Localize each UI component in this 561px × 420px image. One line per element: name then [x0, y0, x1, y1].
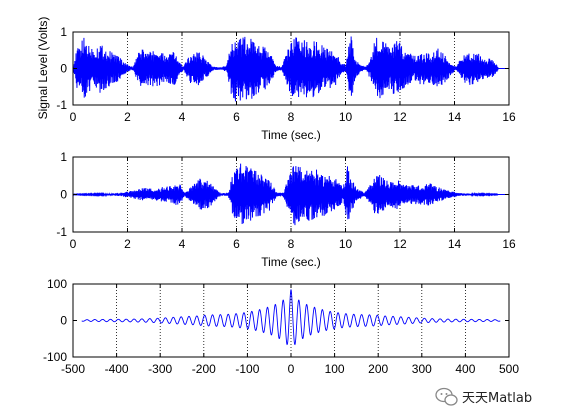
x-tick-label: -100: [235, 362, 259, 376]
x-tick-labels: -500 -400 -300 -200 -100 0 100 200 300 400 500: [61, 284, 519, 376]
x-tick-label: 400: [455, 362, 475, 376]
x-tick-label: 14: [448, 237, 462, 251]
signal-trace: [72, 163, 509, 226]
watermark-text: 天天Matlab: [462, 391, 532, 406]
y-tick-labels: -1 0 1: [56, 25, 509, 112]
autocorrelation-line: [81, 289, 501, 346]
y-axis-label: Signal Level (Volts): [36, 17, 50, 120]
y-tick-labels: -1 0 1: [56, 150, 509, 239]
x-tick-label: 0: [70, 110, 77, 124]
x-tick-label: 8: [288, 237, 295, 251]
x-tick-label: 0: [288, 362, 295, 376]
watermark: 天天Matlab: [435, 387, 532, 406]
y-tick-label: 100: [47, 277, 67, 291]
x-tick-label: 12: [393, 237, 407, 251]
waveform-line: [72, 163, 499, 226]
x-tick-label: 14: [448, 110, 462, 124]
signal-trace: [72, 36, 509, 102]
x-tick-label: 12: [393, 110, 407, 124]
x-tick-label: 10: [339, 237, 353, 251]
x-tick-label: 6: [233, 237, 240, 251]
x-tick-label: -400: [105, 362, 129, 376]
y-tick-label: 0: [60, 314, 67, 328]
signal-trace: [81, 289, 501, 346]
x-tick-label: 100: [325, 362, 345, 376]
wechat-icon: [435, 387, 458, 406]
x-axis-label: Time (sec.): [261, 128, 321, 142]
x-tick-label: 8: [288, 110, 295, 124]
x-tick-label: -300: [148, 362, 172, 376]
y-tick-label: -100: [43, 350, 67, 364]
x-tick-label: 10: [339, 110, 353, 124]
x-tick-label: 16: [502, 110, 516, 124]
x-tick-label: 2: [124, 110, 131, 124]
x-tick-label: 300: [412, 362, 432, 376]
x-tick-label: 0: [70, 237, 77, 251]
x-tick-label: 6: [233, 110, 240, 124]
x-tick-label: 500: [499, 362, 519, 376]
x-tick-label: 4: [179, 110, 186, 124]
speech-signal-plot: 0 2 4 6 8 10 12 14 16 -101 Time (sec.) Signal Le…: [36, 17, 516, 142]
autocorrelation-plot: -500 -400 -300 -200 -100 0 100 200 300 400 500 -10…: [43, 277, 519, 376]
x-tick-label: 200: [368, 362, 388, 376]
x-tick-labels: 0 2 4 6 8 10 12 14 16: [70, 157, 516, 251]
x-axis-label: Time (sec.): [261, 255, 321, 269]
y-tick-labels: -100 0 100: [43, 277, 509, 364]
y-tick-label: -1: [56, 98, 67, 112]
x-tick-label: -200: [192, 362, 216, 376]
y-tick-label: 1: [60, 25, 67, 39]
x-tick-label: -500: [61, 362, 85, 376]
filtered-signal-plot: 0 2 4 6 8 10 12 14 16 -101 Time (sec.): [56, 150, 516, 269]
y-tick-label: 0: [60, 62, 67, 76]
x-tick-label: 4: [179, 237, 186, 251]
x-tick-label: 2: [124, 237, 131, 251]
waveform-line: [72, 36, 499, 102]
y-tick-label: 0: [60, 188, 67, 202]
x-tick-label: 16: [502, 237, 516, 251]
y-tick-label: -1: [56, 225, 67, 239]
x-grid: [116, 284, 466, 357]
y-tick-label: 1: [60, 150, 67, 164]
x-tick-labels: 0 2 4 6 8 10 12 14 16: [70, 32, 516, 124]
